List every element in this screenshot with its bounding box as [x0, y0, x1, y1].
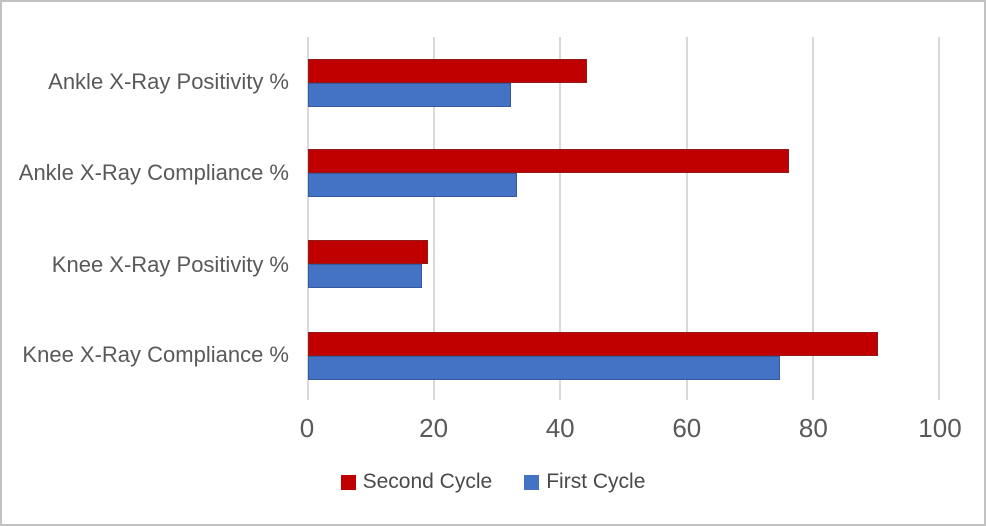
- x-tick-label-100: 100: [918, 413, 962, 443]
- bar-second-cycle-ankle-positivity: [308, 59, 587, 83]
- legend-swatch-second-cycle-icon: [340, 474, 356, 490]
- gridline-40: [559, 37, 562, 400]
- category-label-ankle-positivity: Ankle X-Ray Positivity %: [48, 69, 289, 94]
- legend-label-second-cycle: Second Cycle: [362, 470, 493, 493]
- bar-second-cycle-knee-compliance: [308, 332, 878, 356]
- x-tick-label-80: 80: [798, 413, 828, 443]
- gridline-60: [685, 37, 688, 400]
- gridline-100: [938, 37, 940, 400]
- x-tick-label-0: 0: [299, 413, 315, 443]
- plot-area: [307, 37, 940, 400]
- category-label-knee-positivity: Knee X-Ray Positivity %: [51, 252, 289, 277]
- legend-item-second-cycle: Second Cycle: [340, 470, 493, 494]
- chart-legend: Second Cycle First Cycle: [2, 470, 984, 494]
- category-axis: Ankle X-Ray Positivity % Ankle X-Ray Com…: [2, 2, 289, 422]
- x-tick-label-60: 60: [672, 413, 702, 443]
- gridline-0: [307, 37, 309, 400]
- bar-first-cycle-knee-positivity: [308, 264, 422, 288]
- x-tick-label-20: 20: [419, 413, 449, 443]
- gridline-20: [432, 37, 435, 400]
- legend-label-first-cycle: First Cycle: [546, 470, 646, 493]
- bar-first-cycle-ankle-compliance: [308, 173, 517, 197]
- legend-item-first-cycle: First Cycle: [524, 470, 645, 494]
- bar-first-cycle-knee-compliance: [308, 356, 780, 380]
- x-axis: 0 20 40 60 80 100: [300, 412, 962, 446]
- x-tick-label-40: 40: [545, 413, 575, 443]
- legend-swatch-first-cycle-icon: [524, 474, 540, 490]
- bar-second-cycle-knee-positivity: [308, 240, 429, 264]
- gridline-80: [812, 37, 815, 400]
- bar-first-cycle-ankle-positivity: [308, 83, 511, 107]
- category-label-ankle-compliance: Ankle X-Ray Compliance %: [18, 160, 289, 185]
- category-label-knee-compliance: Knee X-Ray Compliance %: [22, 342, 289, 367]
- bar-second-cycle-ankle-compliance: [308, 149, 790, 173]
